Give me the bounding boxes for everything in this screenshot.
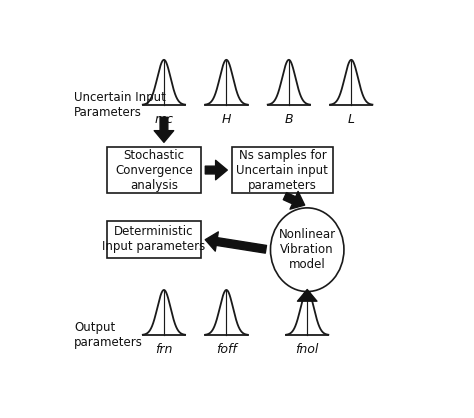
Ellipse shape bbox=[271, 208, 344, 292]
Text: Nonlinear
Vibration
model: Nonlinear Vibration model bbox=[279, 228, 336, 271]
Text: foff: foff bbox=[216, 343, 237, 356]
Text: Ns samples for
Uncertain input
parameters: Ns samples for Uncertain input parameter… bbox=[237, 148, 328, 191]
FancyBboxPatch shape bbox=[232, 147, 333, 194]
Text: Stochastic
Convergence
analysis: Stochastic Convergence analysis bbox=[115, 148, 193, 191]
Text: fnol: fnol bbox=[295, 343, 319, 356]
Text: Uncertain Input
Parameters: Uncertain Input Parameters bbox=[74, 91, 166, 119]
Text: L: L bbox=[348, 113, 355, 126]
Text: Output
parameters: Output parameters bbox=[74, 321, 143, 349]
FancyBboxPatch shape bbox=[107, 147, 201, 194]
Text: frn: frn bbox=[155, 343, 173, 356]
Text: mc: mc bbox=[155, 113, 173, 126]
Text: H: H bbox=[222, 113, 231, 126]
FancyBboxPatch shape bbox=[107, 221, 201, 258]
Text: Deterministic
Input parameters: Deterministic Input parameters bbox=[102, 225, 205, 253]
Text: B: B bbox=[284, 113, 293, 126]
